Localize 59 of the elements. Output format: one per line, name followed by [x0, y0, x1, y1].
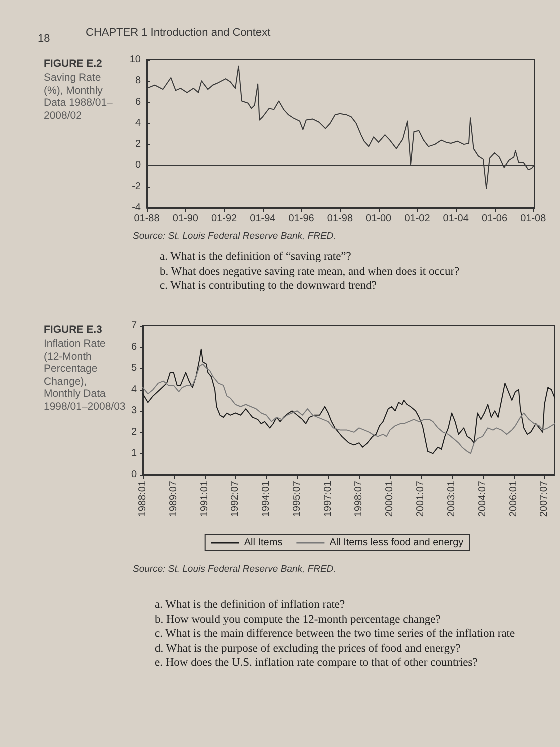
text: c. What is the main difference between the two time series of the inflation rate: [155, 627, 516, 642]
x-tick-label: 01-94: [250, 214, 276, 224]
x-tick-label: 01-02: [404, 214, 431, 224]
y-tick-label: 4: [135, 118, 142, 129]
y-tick-label: 10: [130, 54, 142, 66]
x-tick-label: 01-92: [211, 214, 238, 224]
text: Inflation Rate (12-Month Percentage Change), Monthly Data 1998/01–2008/03: [44, 338, 126, 413]
text: CHAPTER 1 Introduction and Context: [86, 27, 271, 39]
x-tick-label: 1991:01: [199, 480, 210, 518]
source-note: Source: St. Louis Federal Reserve Bank, FRED.: [133, 564, 336, 575]
y-tick-label: 3: [131, 406, 138, 417]
y-tick-label: 6: [131, 342, 138, 353]
x-tick-label: 2001:07: [416, 480, 427, 518]
y-tick-label: 7: [131, 320, 138, 332]
source-note: Source: St. Louis Federal Reserve Bank, FRED.: [133, 231, 336, 242]
x-tick-label: 01-08: [520, 214, 547, 224]
y-tick-label: 4: [131, 384, 138, 396]
x-tick-label: 1988:01: [138, 480, 148, 518]
legend-label: All Items: [244, 538, 283, 548]
x-tick-label: 2003:01: [446, 480, 458, 518]
x-tick-label: 1992:07: [230, 480, 242, 518]
legend-label: All Items less food and energy: [330, 538, 464, 548]
x-tick-label: 01-96: [288, 214, 315, 224]
x-tick-label: 2004:07: [477, 480, 488, 518]
x-tick-label: 1998:07: [354, 480, 365, 518]
x-tick-label: 01-04: [443, 214, 470, 224]
y-tick-label: 6: [135, 96, 142, 108]
y-tick-label: 0: [131, 470, 138, 480]
text: Saving Rate (%), Monthly Data 1988/01–2008/02: [44, 72, 114, 122]
x-tick-label: 01-88: [134, 214, 160, 224]
text: a. What is the definition of “saving rate”?: [160, 250, 352, 264]
x-tick-label: 01-00: [366, 214, 392, 224]
y-tick-label: -2: [132, 181, 142, 192]
text: d. What is the purpose of excluding the prices of food and energy?: [155, 642, 462, 656]
x-tick-label: 01-90: [172, 214, 199, 224]
text: 18: [38, 33, 50, 45]
y-tick-label: -4: [132, 202, 142, 214]
text: e. How does the U.S. inflation rate compare to that of other countries?: [155, 656, 479, 670]
chart-title: FIGURE E.2: [44, 58, 102, 70]
y-tick-label: 0: [135, 160, 142, 172]
x-tick-label: 1989:07: [168, 480, 180, 518]
x-tick-label: 2007:07: [539, 480, 550, 518]
text: c. What is contributing to the downward trend?: [160, 279, 378, 294]
x-tick-label: 1995:07: [292, 480, 303, 518]
x-tick-label: 1994:01: [261, 480, 272, 518]
text: b. What does negative saving rate mean, and when does it occur?: [160, 264, 461, 279]
x-tick-label: 1997:01: [322, 480, 334, 518]
x-tick-label: 2000:01: [384, 480, 396, 518]
x-tick-label: 01-06: [482, 214, 508, 224]
x-tick-label: 01-98: [327, 214, 354, 224]
y-tick-label: 1: [131, 448, 138, 460]
chart-title: FIGURE E.3: [44, 324, 102, 336]
y-tick-label: 2: [131, 426, 138, 438]
text: b. How would you compute the 12-month percentage change?: [155, 612, 442, 627]
y-tick-label: 8: [135, 76, 142, 87]
y-tick-label: 5: [131, 363, 138, 374]
text: a. What is the definition of inflation rate?: [155, 598, 346, 612]
x-tick-label: 2006:01: [508, 480, 520, 518]
y-tick-label: 2: [135, 139, 142, 150]
